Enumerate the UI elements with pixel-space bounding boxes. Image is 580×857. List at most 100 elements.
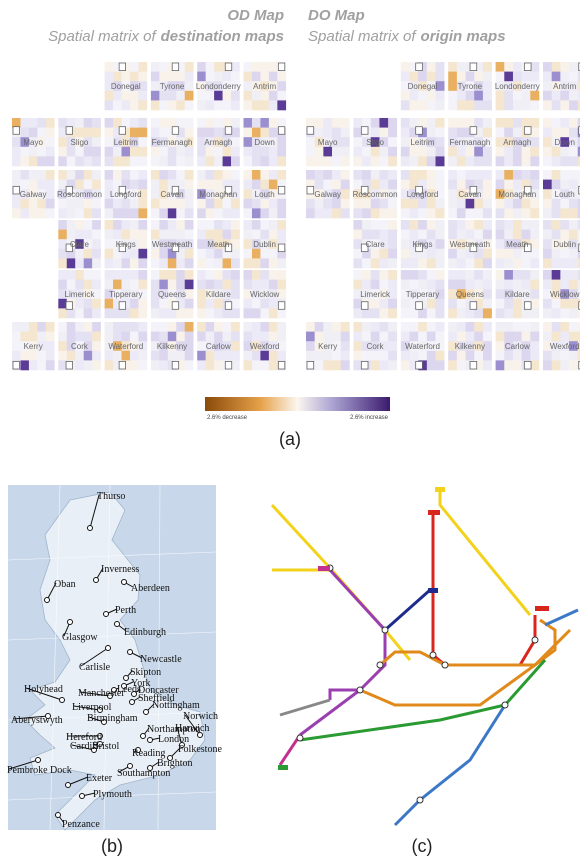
heat-cell — [138, 179, 148, 190]
heat-cell — [465, 156, 475, 167]
heat-cell — [83, 279, 93, 290]
heat-cell — [184, 322, 194, 332]
heat-cell — [504, 270, 514, 280]
heat-cell — [167, 322, 177, 332]
heat-cell — [222, 198, 232, 209]
heat-cell — [75, 179, 84, 190]
heat-cell — [113, 229, 122, 240]
heat-cell — [205, 100, 215, 111]
heat-cell — [560, 298, 570, 309]
heat-cell — [353, 118, 363, 128]
heat-cell — [176, 146, 186, 157]
heat-cell — [521, 289, 531, 300]
heat-cell — [197, 81, 206, 92]
heat-cell — [379, 127, 389, 138]
city-label: Cardiff — [70, 741, 99, 752]
heat-cell — [482, 170, 492, 180]
heat-cell — [362, 170, 372, 180]
heat-cell — [104, 71, 114, 82]
county-label: Meath — [207, 240, 229, 249]
heat-cell — [159, 146, 169, 157]
heat-cell — [260, 220, 270, 230]
heat-cell — [66, 258, 76, 269]
county-label: Westmeath — [152, 240, 192, 249]
heat-cell — [512, 62, 522, 72]
heat-cell — [435, 137, 445, 148]
heat-cell — [474, 322, 484, 332]
heat-cell — [435, 90, 445, 101]
heat-cell — [104, 189, 114, 200]
heat-cell — [409, 198, 419, 209]
heat-cell — [474, 258, 484, 269]
heat-cell — [260, 298, 270, 309]
legend-low: 2.6% decrease — [207, 415, 248, 421]
heat-cell — [159, 62, 169, 72]
heat-cell — [418, 229, 428, 240]
heat-cell — [543, 279, 552, 290]
heat-cell — [138, 170, 148, 180]
heat-cell — [409, 100, 419, 111]
heat-cell — [353, 258, 363, 269]
county-label: Cork — [367, 342, 385, 351]
county-cell: Down — [243, 118, 287, 167]
heat-cell — [379, 189, 389, 200]
heat-cell — [251, 146, 261, 157]
self-marker — [469, 126, 478, 135]
heat-cell — [231, 189, 240, 200]
heat-cell — [474, 341, 484, 352]
heat-cell — [231, 360, 240, 371]
heat-cell — [448, 81, 458, 92]
heat-cell — [243, 71, 253, 82]
heat-cell — [456, 118, 466, 128]
county-cell: Tipperary — [104, 270, 148, 319]
heat-cell — [231, 308, 240, 319]
heat-cell — [83, 289, 93, 300]
heat-cell — [379, 298, 389, 309]
heat-cell — [222, 71, 232, 82]
heat-cell — [448, 331, 458, 342]
heat-cell — [426, 248, 436, 259]
heat-cell — [75, 270, 84, 280]
heat-cell — [113, 308, 122, 319]
heat-cell — [569, 220, 579, 230]
county-cell: Kildare — [495, 270, 540, 319]
heat-cell — [277, 71, 287, 82]
self-marker — [578, 62, 580, 71]
heat-cell — [551, 189, 561, 200]
metro-map — [270, 487, 579, 827]
heat-cell — [465, 71, 475, 82]
heat-cell — [409, 298, 419, 309]
heat-cell — [465, 220, 475, 230]
heat-cell — [176, 258, 186, 269]
heat-cell — [231, 331, 240, 342]
heat-cell — [551, 229, 561, 240]
heat-cell — [551, 350, 561, 361]
heat-cell — [521, 81, 531, 92]
county-cell: Carlow — [197, 322, 240, 371]
heat-cell — [560, 90, 570, 101]
do-subtitle: Spatial matrix of origin maps — [308, 28, 506, 45]
heat-cell — [197, 198, 206, 209]
county-label: Armagh — [503, 138, 531, 147]
city-label: Plymouth — [93, 789, 132, 800]
heat-cell — [456, 360, 466, 371]
heat-cell — [400, 350, 410, 361]
heat-cell — [214, 189, 223, 200]
heat-cell — [332, 189, 342, 200]
heat-cell — [409, 189, 419, 200]
heat-cell — [113, 289, 122, 300]
county-label: Tipperary — [109, 290, 143, 299]
do-subtitle-text: Spatial matrix of — [308, 28, 417, 45]
heat-cell — [353, 331, 363, 342]
heat-cell — [495, 170, 505, 180]
heat-cell — [521, 308, 531, 319]
heat-cell — [400, 248, 410, 259]
heat-cell — [277, 289, 287, 300]
heat-cell — [222, 90, 232, 101]
heat-cell — [426, 239, 436, 250]
self-marker — [224, 185, 233, 195]
heat-cell — [465, 229, 475, 240]
self-marker — [523, 301, 532, 310]
county-label: Kings — [412, 240, 432, 249]
heat-cell — [260, 71, 270, 82]
